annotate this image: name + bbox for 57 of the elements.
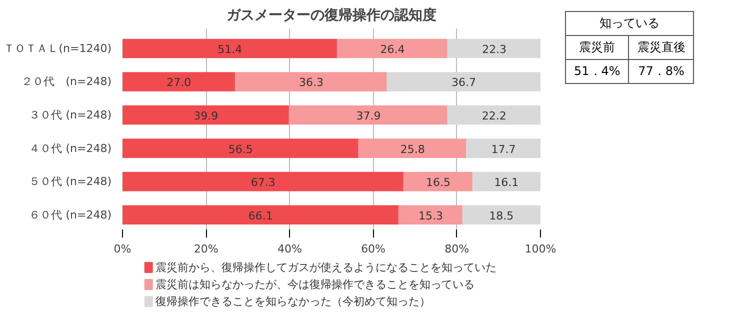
y-tick-label: ２０代 (n=248) [22, 75, 112, 88]
data-label: 26.4 [380, 42, 405, 56]
data-label: 36.3 [298, 76, 324, 90]
bar [122, 205, 400, 225]
y-tick-label: ６０代 (n=248) [29, 208, 112, 222]
bar [403, 172, 474, 192]
data-label: 25.8 [400, 142, 425, 156]
bar [472, 172, 540, 192]
x-tick-label: 20% [194, 242, 218, 256]
text: 震災直後 [628, 36, 694, 60]
legend-label: 震災前から、復帰操作してガスが使えるようになることを知っていた [155, 261, 496, 274]
bar [122, 172, 404, 192]
data-label: 18.5 [489, 209, 514, 222]
bar [122, 138, 360, 158]
x-tick-label: 0% [114, 242, 132, 256]
data-label: 22.2 [482, 110, 506, 123]
y-tick-label: ３０代 (n=248) [29, 108, 112, 122]
text: 知っている [566, 12, 694, 36]
y-tick-label: ＴＯＴＡＬ(n=1240) [4, 42, 112, 55]
bar [462, 205, 540, 225]
data-label: 16.1 [494, 176, 519, 190]
legend-label: 震災前は知らなかったが、今は復帰操作できることを知っている [155, 278, 474, 291]
bar [358, 138, 468, 158]
bar [336, 38, 448, 58]
data-label: 39.9 [194, 110, 218, 123]
chart-title: ガスメーターの復帰操作の認知度 [226, 6, 436, 24]
x-tick-label: 80% [444, 242, 470, 256]
bar [398, 205, 464, 225]
bar [234, 72, 388, 92]
data-label: 56.5 [228, 142, 253, 156]
data-label: 37.9 [356, 110, 381, 123]
bar [447, 105, 540, 125]
x-tick-label: 100% [524, 242, 556, 256]
data-label: 27.0 [166, 76, 192, 90]
text: 震災前 [566, 36, 629, 60]
data-label: 51.4 [218, 42, 242, 56]
x-tick-label: 40% [277, 242, 302, 256]
bar [466, 138, 540, 158]
data-label: 22.3 [482, 42, 507, 56]
x-tick-label: 60% [361, 242, 386, 256]
bar [288, 105, 448, 125]
data-label: 15.3 [418, 209, 444, 222]
data-label: 17.7 [491, 142, 516, 156]
text: 51．4% [566, 60, 629, 84]
bar [386, 72, 540, 92]
text: 77．8% [628, 60, 694, 84]
bar [122, 38, 338, 58]
y-tick-label: ４０代 (n=248) [29, 142, 112, 155]
data-label: 66.1 [248, 209, 273, 222]
bar [122, 72, 236, 92]
y-tick-label: ５０代 (n=248) [29, 175, 112, 188]
data-label: 16.5 [426, 176, 451, 190]
data-label: 67.3 [250, 176, 276, 190]
bar [122, 105, 290, 125]
bar [447, 38, 540, 58]
legend-label: 復帰操作できることを知らなかった（今初めて知った） [155, 295, 430, 308]
data-label: 36.7 [452, 76, 476, 90]
